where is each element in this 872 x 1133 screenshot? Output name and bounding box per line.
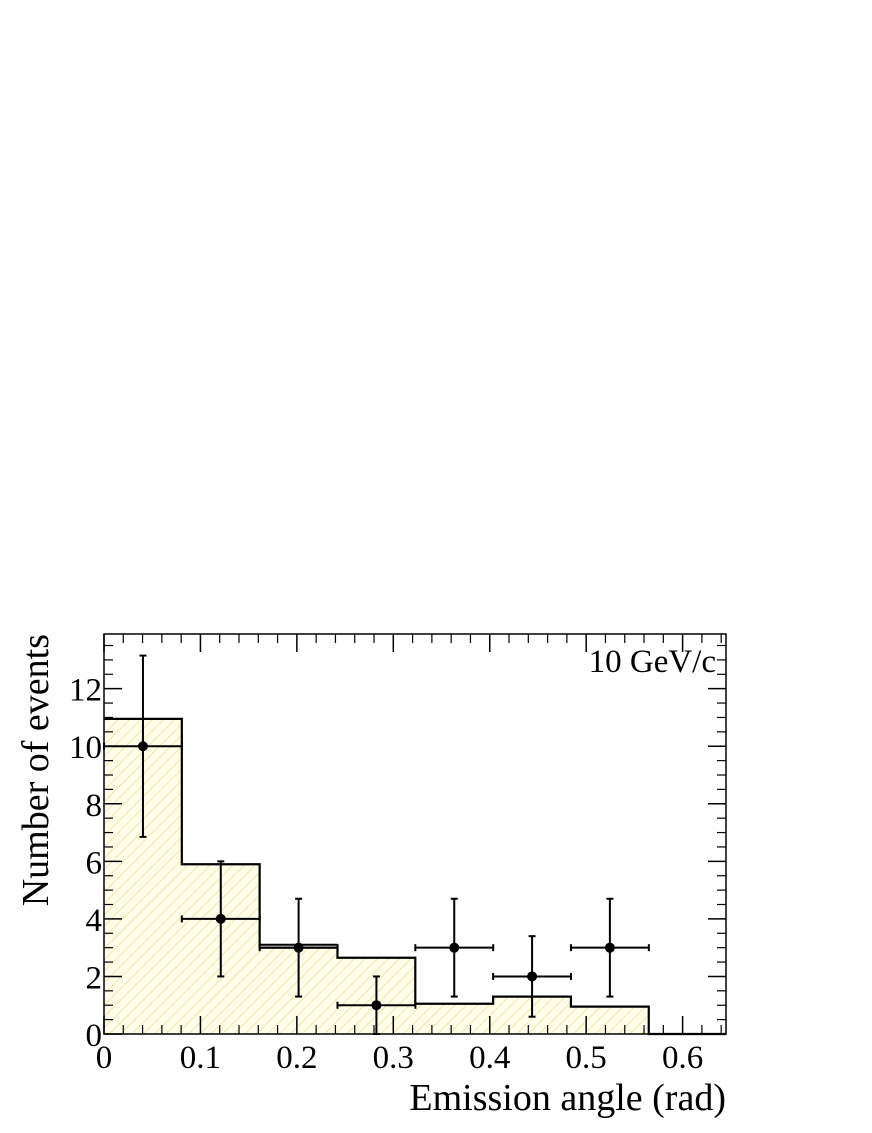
x-tick-label: 0.1 <box>180 1040 221 1076</box>
data-point <box>449 942 460 953</box>
y-tick-label: 6 <box>86 845 103 881</box>
axis-ticks-layer: 0 0.1 0.2 0.3 0.4 0.5 0.6 0 2 4 6 8 10 12 <box>69 634 726 1076</box>
x-tick-label: 0.5 <box>566 1040 607 1076</box>
x-tick-label: 0.3 <box>373 1040 414 1076</box>
y-tick-label: 10 <box>69 730 102 766</box>
data-point <box>527 971 538 982</box>
data-points-layer <box>103 654 650 1035</box>
x-tick-label: 0.2 <box>276 1040 317 1076</box>
x-tick-label: 0 <box>96 1040 113 1076</box>
histogram-bar <box>415 1003 494 1034</box>
x-axis-title: Emission angle (rad) <box>409 1077 726 1119</box>
y-tick-label: 8 <box>86 788 103 824</box>
y-tick-label: 4 <box>86 903 103 939</box>
x-tick-label: 0.6 <box>662 1040 703 1076</box>
data-point <box>371 1000 382 1011</box>
histogram-layer <box>104 717 726 1036</box>
y-tick-label: 2 <box>86 960 103 996</box>
x-tick-label: 0.4 <box>469 1040 510 1076</box>
y-tick-label: 0 <box>86 1018 103 1054</box>
data-point <box>137 741 148 752</box>
histogram-bar <box>570 1006 649 1034</box>
data-point <box>604 942 615 953</box>
plot-frame <box>103 633 727 1035</box>
y-tick-label: 12 <box>69 673 102 709</box>
data-point <box>293 942 304 953</box>
data-point <box>215 913 226 924</box>
momentum-annotation: 10 GeV/c <box>589 644 716 680</box>
y-axis-title: Number of events <box>15 634 57 906</box>
